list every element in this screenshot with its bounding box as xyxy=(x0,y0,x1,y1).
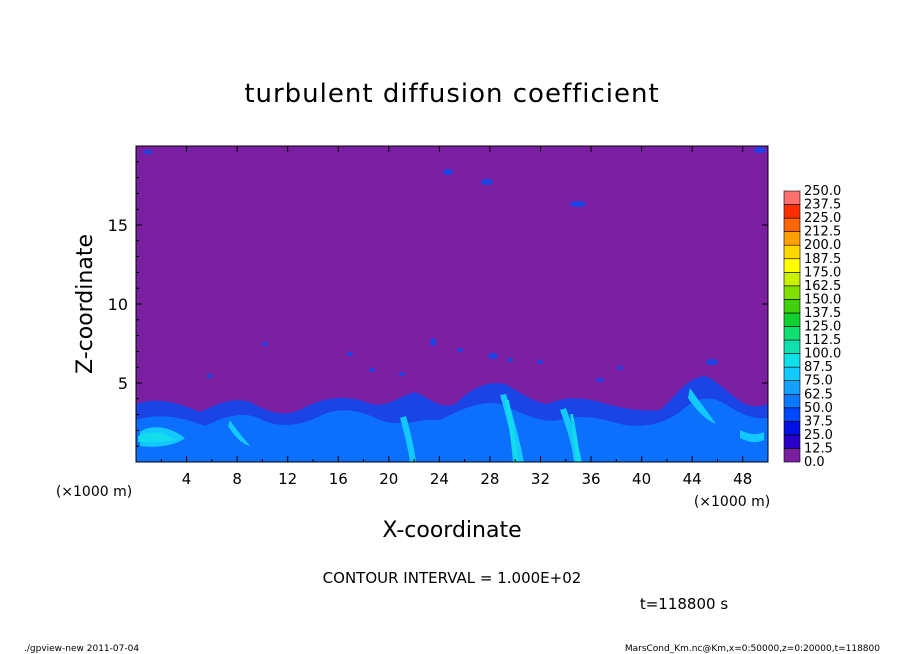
colorbar-label: 250.0 xyxy=(804,184,841,199)
y-axis-label: Z-coordinate xyxy=(73,234,98,374)
colorbar-swatch xyxy=(783,339,801,354)
colorbar-label: 25.0 xyxy=(804,428,833,443)
colorbar-label: 112.5 xyxy=(804,333,841,348)
colorbar-swatch xyxy=(783,244,801,260)
colorbar-label: 125.0 xyxy=(804,320,841,335)
colorbar-label: 225.0 xyxy=(804,211,841,226)
colorbar-swatch xyxy=(783,190,801,205)
x-tick-label: 8 xyxy=(232,470,242,488)
x-tick-label: 4 xyxy=(182,470,192,488)
colorbar-label: 100.0 xyxy=(804,347,841,362)
colorbar-swatch xyxy=(783,299,801,314)
colorbar-label: 0.0 xyxy=(804,455,825,470)
colorbar-label: 87.5 xyxy=(804,360,833,375)
colorbar-label: 162.5 xyxy=(804,279,841,294)
x-tick-label: 40 xyxy=(632,470,651,488)
colorbar-swatch xyxy=(783,393,801,409)
colorbar-label: 212.5 xyxy=(804,225,841,240)
colorbar-label: 50.0 xyxy=(804,401,833,416)
x-tick-label: 28 xyxy=(480,470,499,488)
colorbar-label: 175.0 xyxy=(804,265,841,280)
colorbar-swatch xyxy=(783,312,801,327)
colorbar-swatch xyxy=(783,271,801,287)
colorbar: 0.012.525.037.550.062.575.087.5100.0112.… xyxy=(783,184,841,470)
x-tick-label: 16 xyxy=(329,470,348,488)
x-axis-label: X-coordinate xyxy=(382,518,521,543)
colorbar-swatch xyxy=(783,421,801,436)
x-axis: 4 8 12 16 20 24 28 32 36 40 44 48 xyxy=(160,146,752,488)
x-tick-label: 44 xyxy=(683,470,702,488)
colorbar-swatch xyxy=(783,231,801,246)
colorbar-label: 200.0 xyxy=(804,238,841,253)
y-tick-label: 15 xyxy=(108,216,128,235)
isolated-eddies xyxy=(143,147,766,382)
colorbar-swatch xyxy=(783,407,801,422)
y-tick-label: 10 xyxy=(108,295,128,314)
y-tick-label: 5 xyxy=(118,374,128,393)
footer-left: ./gpview-new 2011-07-04 xyxy=(24,644,139,654)
plot-area xyxy=(135,145,769,463)
x-tick-label: 36 xyxy=(581,470,600,488)
x-tick-label: 32 xyxy=(531,470,550,488)
colorbar-label: 37.5 xyxy=(804,414,833,429)
x-unit-left: (×1000 m) xyxy=(56,484,132,500)
colorbar-label: 75.0 xyxy=(804,374,833,389)
colorbar-label: 12.5 xyxy=(804,441,833,456)
bright-streaks xyxy=(138,400,580,462)
x-unit-right: (×1000 m) xyxy=(694,494,770,510)
contour-interval: CONTOUR INTERVAL = 1.000E+02 xyxy=(323,569,582,587)
y-axis: 5 10 15 xyxy=(108,161,768,447)
colorbar-swatch xyxy=(783,326,801,341)
footer-right: MarsCond_Km.nc@Km,x=0:50000,z=0:20000,t=… xyxy=(625,644,880,654)
colorbar-swatch xyxy=(783,380,801,395)
heatmap-field xyxy=(136,147,768,462)
colorbar-swatch xyxy=(783,217,801,232)
x-tick-label: 12 xyxy=(278,470,297,488)
colorbar-swatch xyxy=(783,285,801,300)
colorbar-swatch xyxy=(783,353,801,368)
boundary-layer-mid xyxy=(136,398,768,462)
colorbar-swatch xyxy=(783,204,801,219)
colorbar-swatch xyxy=(783,434,801,449)
colorbar-label: 62.5 xyxy=(804,387,833,402)
colorbar-label: 150.0 xyxy=(804,292,841,307)
chart-title: turbulent diffusion coefficient xyxy=(244,79,659,109)
colorbar-swatch xyxy=(783,258,801,273)
colorbar-label: 187.5 xyxy=(804,252,841,267)
time-label: t=118800 s xyxy=(640,595,728,613)
colorbar-swatch xyxy=(783,366,801,381)
x-tick-label: 24 xyxy=(430,470,449,488)
x-tick-label: 20 xyxy=(379,470,398,488)
colorbar-label: 137.5 xyxy=(804,306,841,321)
x-tick-label: 48 xyxy=(733,470,752,488)
colorbar-label: 237.5 xyxy=(804,198,841,213)
colorbar-swatch xyxy=(783,448,801,463)
